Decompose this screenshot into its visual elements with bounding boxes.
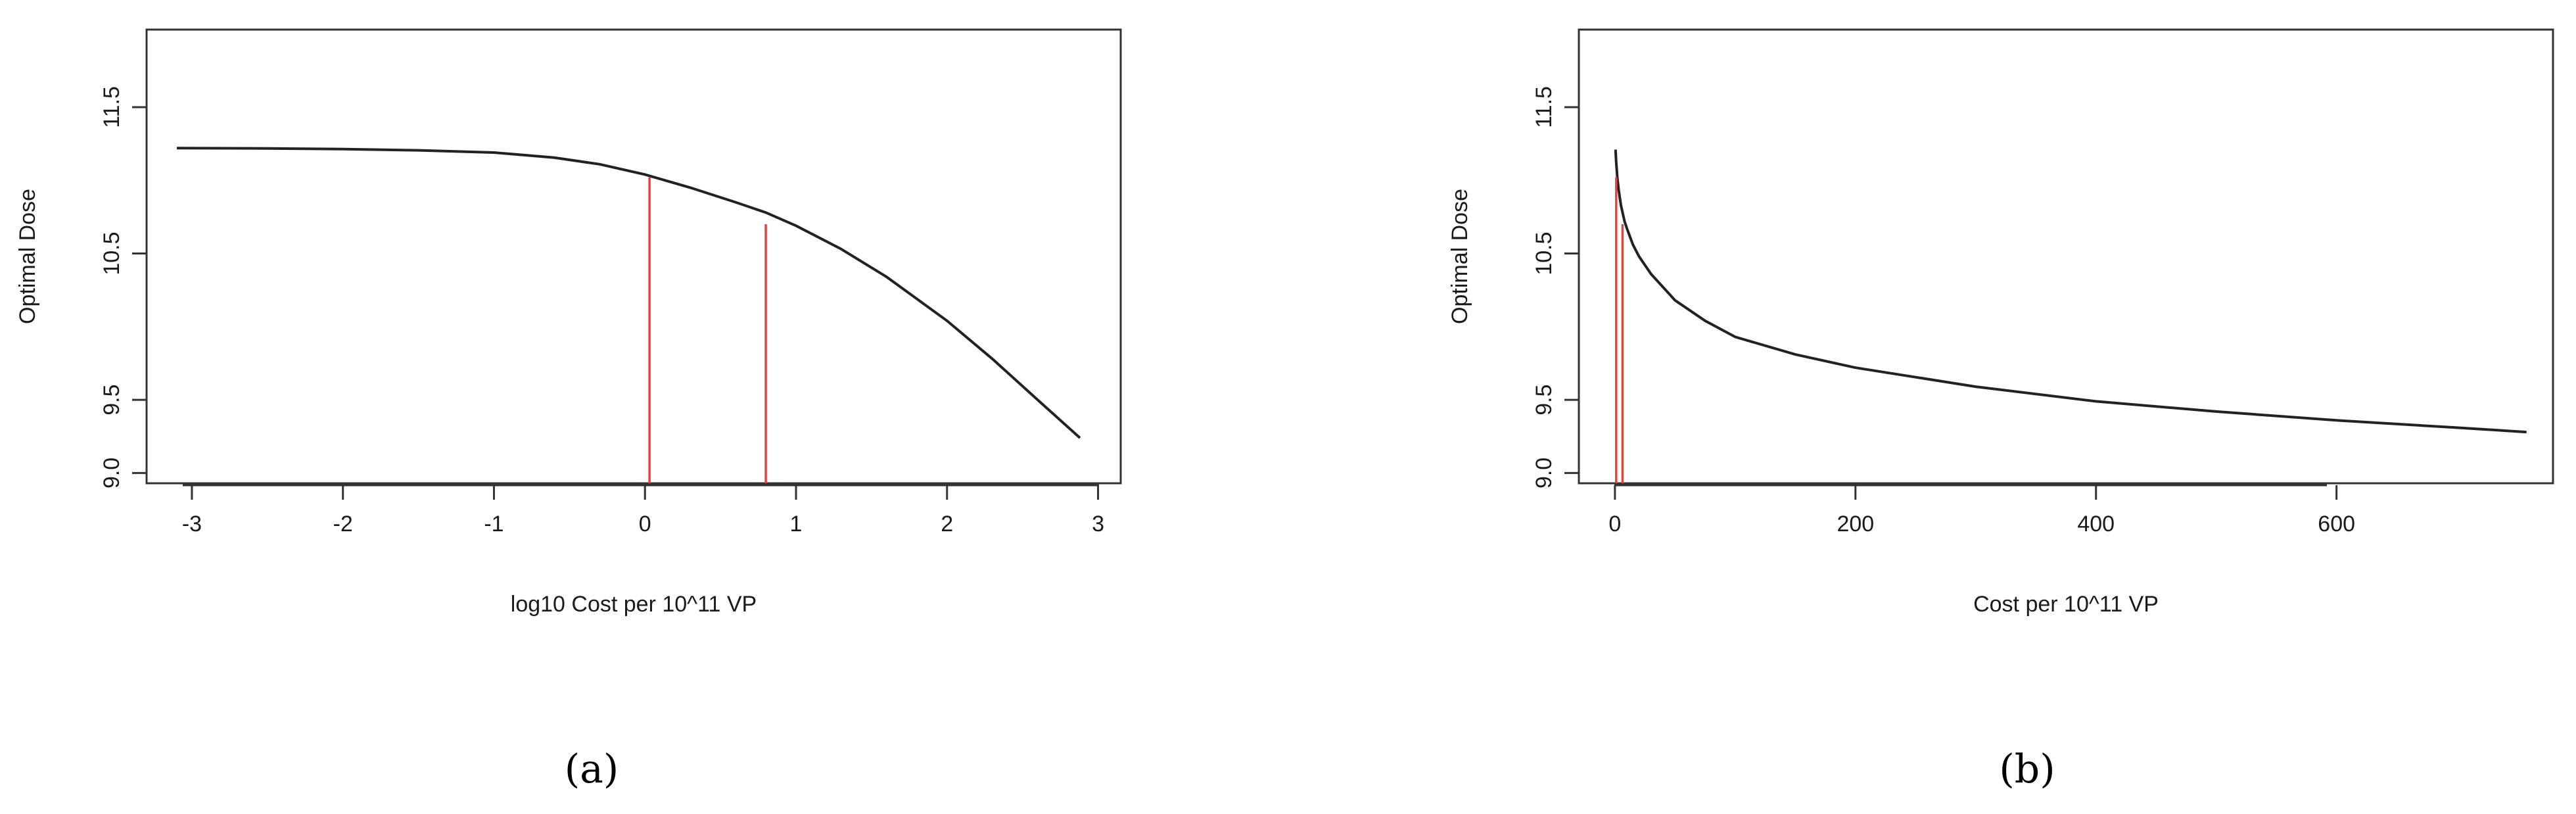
x-tick-label: -2 — [333, 512, 353, 537]
x-tick-label: 2 — [941, 512, 953, 537]
y-tick-label: 9.5 — [1532, 384, 1557, 415]
panel-label: (a) — [565, 746, 619, 792]
y-tick-label: 9.0 — [99, 458, 124, 489]
x-tick-label: 200 — [1837, 512, 1874, 537]
plot-frame — [145, 28, 1122, 485]
x-tick-label: 1 — [790, 512, 803, 537]
plot-frame — [1578, 28, 2554, 485]
x-tick-label: -1 — [484, 512, 503, 537]
x-axis-title: log10 Cost per 10^11 VP — [511, 592, 757, 617]
x-tick-label: 600 — [2318, 512, 2355, 537]
y-tick-label: 11.5 — [1532, 86, 1557, 128]
x-tick-label: 400 — [2077, 512, 2115, 537]
y-axis-title: Optimal Dose — [15, 189, 40, 324]
panel-label: (b) — [1999, 746, 2055, 792]
x-tick-label: 0 — [639, 512, 651, 537]
y-tick-label: 10.5 — [99, 231, 124, 275]
panel-a: -3 -2 -1 0 1 2 3 9.0 9.5 10.5 11.5 log10 Cost per 1… — [15, 28, 1122, 792]
y-tick-label: 9.0 — [1532, 458, 1557, 489]
data-line — [176, 147, 1081, 439]
x-tick-label: 0 — [1608, 512, 1621, 537]
x-tick-label: -3 — [182, 512, 202, 537]
x-tick-label: 3 — [1092, 512, 1104, 537]
y-tick-label: 9.5 — [99, 384, 124, 415]
x-axis-title: Cost per 10^11 VP — [1973, 592, 2159, 617]
y-tick-label: 11.5 — [99, 86, 124, 128]
data-line — [1614, 149, 2527, 434]
y-tick-label: 10.5 — [1532, 231, 1557, 275]
y-axis-title: Optimal Dose — [1447, 189, 1472, 324]
panel-b: 0 200 400 600 9.0 9.5 10.5 11.5 Cost per 10^11 V… — [1447, 28, 2554, 792]
